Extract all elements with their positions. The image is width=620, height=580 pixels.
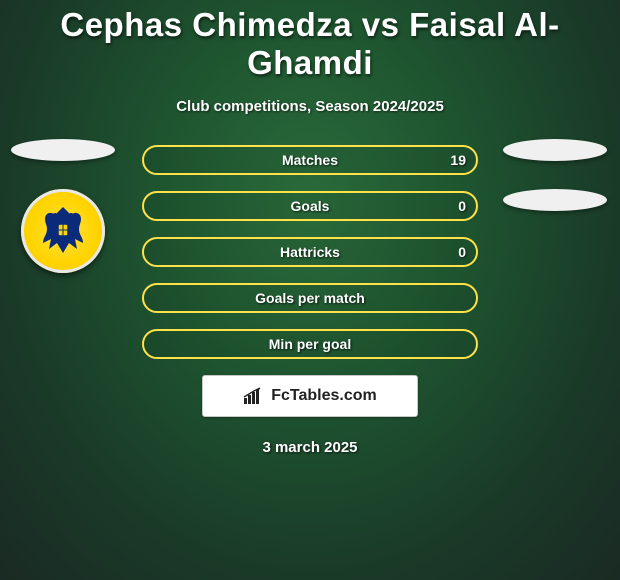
- date-text: 3 march 2025: [0, 439, 620, 456]
- stat-label: Matches: [282, 152, 338, 168]
- left-player-badges: [8, 139, 118, 273]
- stat-row: Min per goal: [142, 329, 478, 359]
- brand-text: FcTables.com: [271, 387, 377, 405]
- bar-chart-icon: [243, 387, 265, 405]
- club-logo-left: [21, 189, 105, 273]
- stat-label: Goals per match: [255, 290, 365, 306]
- content: Cephas Chimedza vs Faisal Al-Ghamdi Club…: [0, 0, 620, 580]
- page-title: Cephas Chimedza vs Faisal Al-Ghamdi: [0, 0, 620, 82]
- stat-row: Matches 19: [142, 145, 478, 175]
- stat-row: Goals 0: [142, 191, 478, 221]
- stat-value-right: 0: [458, 244, 466, 260]
- brand-badge[interactable]: FcTables.com: [202, 375, 418, 417]
- eagle-crest-icon: [33, 201, 93, 261]
- stat-rows: Matches 19 Goals 0 Hattricks 0 Goals per match…: [142, 145, 478, 359]
- stat-row: Hattricks 0: [142, 237, 478, 267]
- stats-area: Matches 19 Goals 0 Hattricks 0 Goals per match…: [0, 145, 620, 359]
- stat-value-right: 0: [458, 198, 466, 214]
- player-oval-placeholder: [503, 139, 607, 161]
- stat-row: Goals per match: [142, 283, 478, 313]
- stat-label: Hattricks: [280, 244, 340, 260]
- stat-label: Min per goal: [269, 336, 351, 352]
- player-oval-placeholder: [11, 139, 115, 161]
- stat-label: Goals: [291, 198, 330, 214]
- stat-value-right: 19: [450, 152, 466, 168]
- right-player-badges: [500, 139, 610, 239]
- player-oval-placeholder: [503, 189, 607, 211]
- subtitle: Club competitions, Season 2024/2025: [0, 98, 620, 115]
